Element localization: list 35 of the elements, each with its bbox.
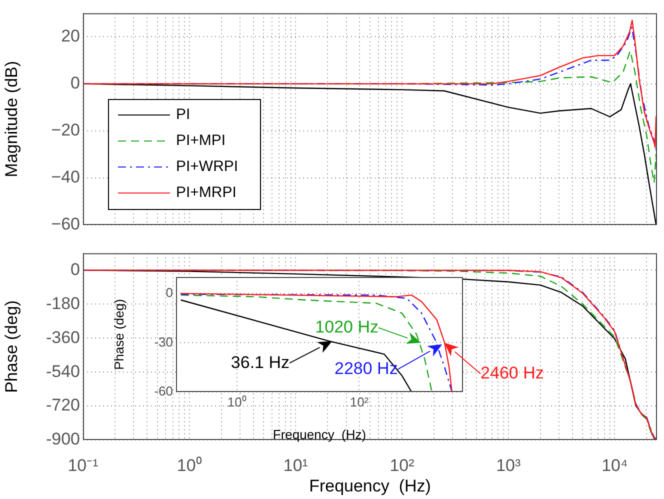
y-tick-label: -540 [46,362,80,381]
y-tick-label: 20 [61,26,80,46]
x-tick-label: 10¹ [283,456,308,475]
y-axis-title: Phase (deg) [2,300,21,393]
y-tick-label: -30 [154,334,173,350]
y-tick-label: −20 [51,120,80,140]
x-tick-label: 10⁴ [602,456,628,475]
x-tick-label: 10³ [496,456,521,475]
x-axis-title: Frequency (Hz) [309,476,431,496]
y-tick-label: -360 [46,328,80,347]
y-tick-label: -180 [46,294,80,313]
x-axis-title: Frequency (Hz) [272,426,366,442]
annotation: 1020 Hz [315,317,378,336]
x-tick-label: 10² [350,394,370,410]
y-tick-label: 0 [166,285,173,300]
legend-label: PI+MPI [176,132,226,150]
annotation: 2280 Hz [334,359,398,378]
x-tick-label: 10² [390,456,415,475]
annotation: 36.1 Hz [230,352,290,372]
y-tick-label: −40 [51,168,80,187]
x-tick-label: 10⁰ [227,394,247,410]
legend-label: PI+MRPI [176,184,236,202]
y-tick-label: 0 [70,73,80,92]
legend-label: PI [176,106,190,124]
y-tick-label: -720 [46,396,80,415]
annotation: 2460 Hz [480,363,544,382]
y-tick-label: -60 [154,384,173,399]
x-tick-label: 10⁰ [176,456,202,475]
x-tick-label: 10⁻¹ [68,456,99,475]
y-tick-label: −60 [51,214,80,234]
legend-label: PI+WRPI [176,158,238,176]
y-tick-label: -900 [46,430,80,449]
y-axis-title: Magnitude (dB) [2,60,21,178]
y-axis-title: Phase (deg) [111,299,126,370]
y-tick-label: 0 [70,260,80,279]
